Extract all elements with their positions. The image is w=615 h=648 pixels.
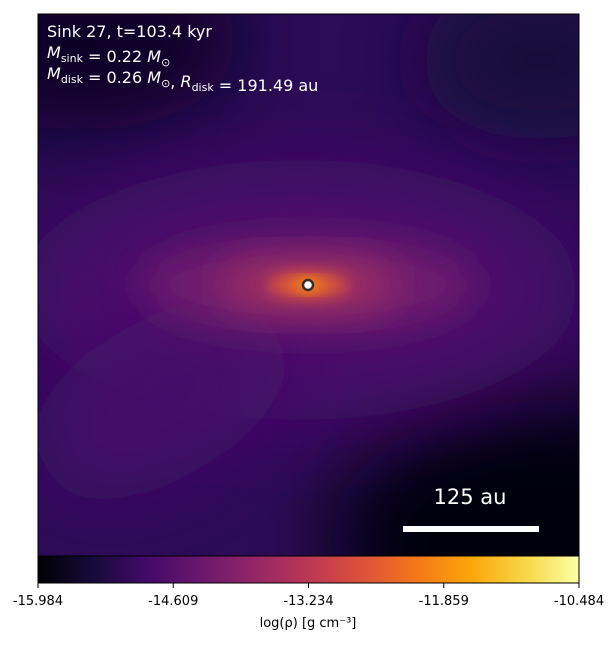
subscript: ⊙ xyxy=(161,77,170,90)
text-run: R xyxy=(180,72,191,91)
colorbar xyxy=(37,555,580,584)
text-run: M xyxy=(147,47,161,66)
text-run: = 191.49 au xyxy=(214,76,319,95)
text-run: , xyxy=(170,72,180,91)
subscript: sink xyxy=(61,52,84,65)
annotation: Msink = 0.22 M⊙ xyxy=(47,43,170,69)
tick-label: -10.484 xyxy=(554,594,604,609)
text-run: = 0.26 xyxy=(83,68,147,87)
subscript: disk xyxy=(192,81,215,94)
subscript: ⊙ xyxy=(161,56,170,69)
colorbar-label: log(ρ) [g cm⁻³] xyxy=(260,616,357,631)
tick-label: -14.609 xyxy=(148,594,198,609)
scale-bar-label: 125 au xyxy=(434,485,507,509)
colorbar-ticks: -15.984 -14.609 -13.234 -11.859 -10.484 xyxy=(13,583,604,609)
text-run: M xyxy=(47,43,61,62)
scale-bar xyxy=(403,526,539,532)
tick-label: -13.234 xyxy=(283,594,333,609)
annotation: Sink 27, t=103.4 kyr xyxy=(47,22,212,41)
subscript: disk xyxy=(61,73,84,86)
tick-label: -11.859 xyxy=(419,594,469,609)
text-run: M xyxy=(147,68,161,87)
annotation: Mdisk = 0.26 M⊙, Rdisk = 191.49 au xyxy=(47,64,318,95)
text-run: = 0.22 xyxy=(83,47,147,66)
text-run: Sink 27, t=103.4 kyr xyxy=(47,22,212,41)
text-run: M xyxy=(47,64,61,83)
sink-marker xyxy=(301,278,315,292)
tick-label: -15.984 xyxy=(13,594,63,609)
